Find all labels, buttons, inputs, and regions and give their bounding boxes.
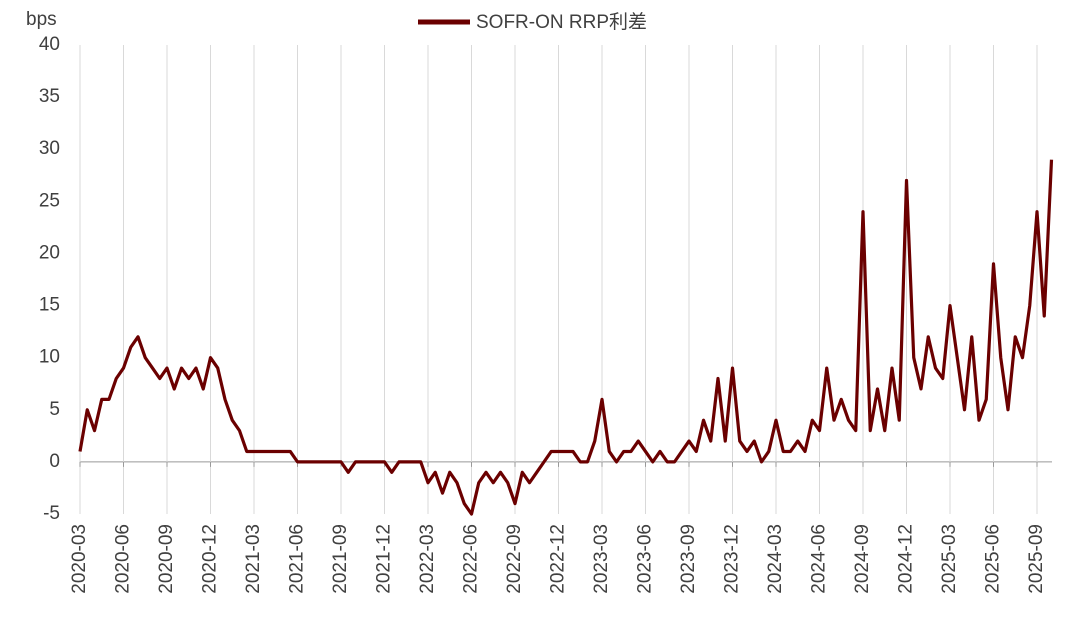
- y-tick-label: 30: [39, 138, 60, 159]
- y-tick-label: -5: [43, 503, 60, 524]
- x-tick-label: 2021-06: [287, 524, 308, 594]
- y-tick-label: 5: [49, 399, 60, 420]
- x-tick-label: 2022-09: [504, 524, 525, 594]
- x-tick-label: 2024-09: [852, 524, 873, 594]
- y-tick-label: 15: [39, 295, 60, 316]
- x-tick-label: 2025-09: [1026, 524, 1047, 594]
- x-tick-label: 2022-12: [548, 524, 569, 594]
- x-tick-label: 2020-03: [69, 524, 90, 594]
- y-tick-label: 35: [39, 86, 60, 107]
- x-tick-label: 2023-03: [591, 524, 612, 594]
- x-tick-label: 2022-06: [461, 524, 482, 594]
- y-tick-label: 10: [39, 347, 60, 368]
- x-tick-label: 2020-06: [113, 524, 134, 594]
- x-tick-label: 2024-03: [765, 524, 786, 594]
- data-line: [78, 159, 1054, 516]
- x-tick-label: 2023-12: [722, 524, 743, 594]
- x-tick-label: 2022-03: [417, 524, 438, 594]
- x-tick-label: 2021-12: [374, 524, 395, 594]
- x-tick-label: 2023-06: [635, 524, 656, 594]
- x-tick-label: 2024-12: [896, 524, 917, 594]
- x-tick-label: 2021-09: [330, 524, 351, 594]
- x-tick-label: 2025-06: [983, 524, 1004, 594]
- x-tick-label: 2020-09: [156, 524, 177, 594]
- legend-label: SOFR-ON RRP利差: [476, 11, 647, 33]
- x-tick-label: 2021-03: [243, 524, 264, 594]
- y-axis-label: bps: [26, 9, 57, 30]
- x-tick-label: 2024-06: [809, 524, 830, 594]
- y-tick-label: 0: [49, 451, 60, 472]
- y-tick-label: 20: [39, 242, 60, 263]
- x-tick-label: 2025-03: [939, 524, 960, 594]
- x-tick-label: 2023-09: [678, 524, 699, 594]
- y-tick-label: 25: [39, 190, 60, 211]
- y-tick-label: 40: [39, 34, 60, 55]
- x-tick-label: 2020-12: [200, 524, 221, 594]
